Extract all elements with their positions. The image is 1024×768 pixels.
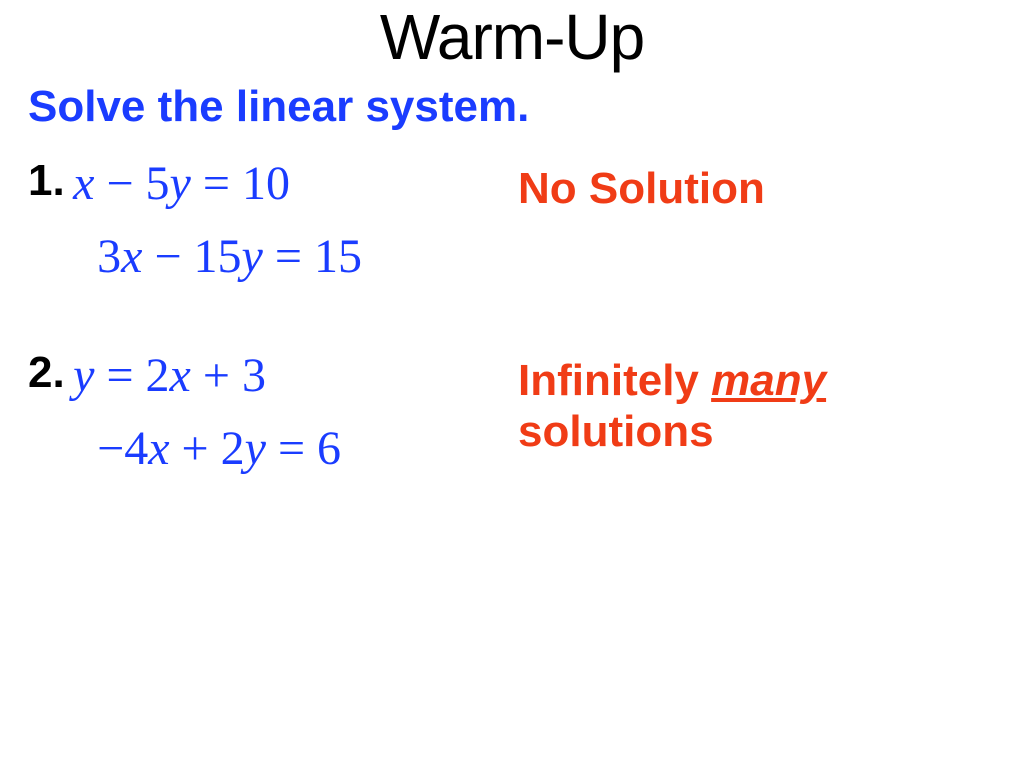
answer-1: No Solution — [518, 156, 1024, 215]
equation-1: y = 2x + 3 — [73, 348, 341, 403]
problem-2: 2. y = 2x + 3 −4x + 2y = 6 — [28, 348, 518, 476]
answer-text: Infinitely many solutions — [518, 356, 1024, 457]
content-area: 1. x − 5y = 10 3x − 15y = 15 — [28, 156, 1024, 476]
slide: Warm-Up Solve the linear system. 1. x − … — [0, 0, 1024, 768]
problem-number: 1. — [28, 156, 65, 206]
instruction: Solve the linear system. — [28, 82, 1024, 132]
equation-2: −4x + 2y = 6 — [97, 421, 341, 476]
equation-2: 3x − 15y = 15 — [97, 229, 362, 284]
equations: x − 5y = 10 3x − 15y = 15 — [73, 156, 362, 284]
answer-text: No Solution — [518, 164, 1024, 215]
slide-title: Warm-Up — [0, 0, 1024, 74]
problem-number: 2. — [28, 348, 65, 398]
equations: y = 2x + 3 −4x + 2y = 6 — [73, 348, 341, 476]
problem-row-2: 2. y = 2x + 3 −4x + 2y = 6 — [28, 348, 1024, 476]
equation-1: x − 5y = 10 — [73, 156, 362, 211]
problem-row-1: 1. x − 5y = 10 3x − 15y = 15 — [28, 156, 1024, 284]
answer-2: Infinitely many solutions — [518, 348, 1024, 457]
problem-1: 1. x − 5y = 10 3x − 15y = 15 — [28, 156, 518, 284]
